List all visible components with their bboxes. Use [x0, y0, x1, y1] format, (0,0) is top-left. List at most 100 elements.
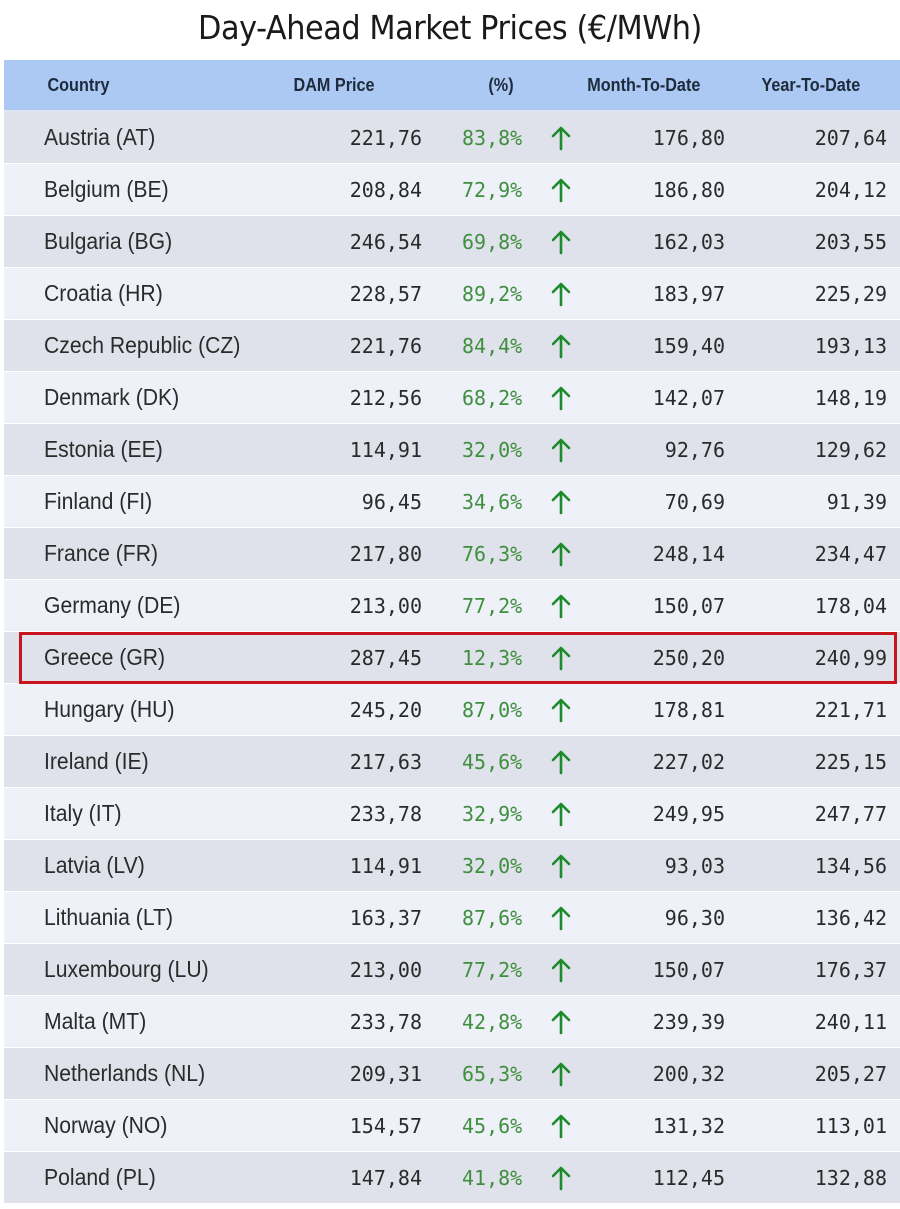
month-to-date: 250,20	[652, 645, 725, 670]
month-to-date: 227,02	[652, 749, 725, 774]
up-arrow-icon	[550, 749, 572, 775]
up-arrow-icon	[550, 1165, 572, 1191]
up-arrow-icon	[550, 1061, 572, 1087]
country-name: Hungary (HU)	[44, 696, 175, 722]
table-row: Italy (IT) 233,78 32,9% 249,95 247,77	[4, 788, 900, 840]
year-to-date: 204,12	[814, 177, 887, 202]
header-month-to-date[interactable]: Month-To-Date	[587, 74, 701, 95]
country-name: Germany (DE)	[44, 592, 181, 618]
percent-change: 77,2%	[462, 957, 523, 982]
year-to-date: 129,62	[814, 437, 887, 462]
country-name: Italy (IT)	[44, 800, 122, 826]
month-to-date: 159,40	[652, 333, 725, 358]
header-country[interactable]: Country	[47, 74, 110, 95]
up-arrow-icon	[550, 437, 572, 463]
up-arrow-icon	[550, 801, 572, 827]
up-arrow-icon	[550, 177, 572, 203]
table-row: Greece (GR) 287,45 12,3% 250,20 240,99	[4, 632, 900, 684]
percent-change: 76,3%	[462, 541, 523, 566]
month-to-date: 142,07	[652, 385, 725, 410]
percent-change: 87,0%	[462, 697, 523, 722]
country-name: Estonia (EE)	[44, 436, 163, 462]
table-row: Netherlands (NL) 209,31 65,3% 200,32 205…	[4, 1048, 900, 1100]
table-row: Finland (FI) 96,45 34,6% 70,69 91,39	[4, 476, 900, 528]
year-to-date: 91,39	[826, 489, 887, 514]
country-name: Belgium (BE)	[44, 176, 169, 202]
up-arrow-icon	[550, 1113, 572, 1139]
country-name: Czech Republic (CZ)	[44, 332, 241, 358]
month-to-date: 248,14	[652, 541, 725, 566]
table-row: Bulgaria (BG) 246,54 69,8% 162,03 203,55	[4, 216, 900, 268]
year-to-date: 221,71	[814, 697, 887, 722]
year-to-date: 136,42	[814, 905, 887, 930]
header-percent[interactable]: (%)	[488, 74, 514, 95]
percent-change: 84,4%	[462, 333, 523, 358]
dam-price: 208,84	[349, 177, 422, 202]
month-to-date: 183,97	[652, 281, 725, 306]
country-name: Latvia (LV)	[44, 852, 145, 878]
dam-price: 213,00	[349, 593, 422, 618]
country-name: Austria (AT)	[44, 124, 156, 150]
percent-change: 34,6%	[462, 489, 523, 514]
month-to-date: 92,76	[664, 437, 725, 462]
dam-price: 154,57	[349, 1113, 422, 1138]
year-to-date: 225,15	[814, 749, 887, 774]
header-dam-price[interactable]: DAM Price	[293, 74, 375, 95]
up-arrow-icon	[550, 385, 572, 411]
prices-table: Country DAM Price (%) Month-To-Date Year…	[4, 60, 900, 1204]
year-to-date: 207,64	[814, 125, 887, 150]
country-name: Netherlands (NL)	[44, 1060, 206, 1086]
year-to-date: 176,37	[814, 957, 887, 982]
table-row: Latvia (LV) 114,91 32,0% 93,03 134,56	[4, 840, 900, 892]
month-to-date: 162,03	[652, 229, 725, 254]
up-arrow-icon	[550, 593, 572, 619]
up-arrow-icon	[550, 125, 572, 151]
month-to-date: 178,81	[652, 697, 725, 722]
percent-change: 77,2%	[462, 593, 523, 618]
table-row: Ireland (IE) 217,63 45,6% 227,02 225,15	[4, 736, 900, 788]
year-to-date: 134,56	[814, 853, 887, 878]
table-row: Germany (DE) 213,00 77,2% 150,07 178,04	[4, 580, 900, 632]
up-arrow-icon	[550, 853, 572, 879]
up-arrow-icon	[550, 957, 572, 983]
country-name: Greece (GR)	[44, 644, 166, 670]
table-row: Poland (PL) 147,84 41,8% 112,45 132,88	[4, 1152, 900, 1204]
month-to-date: 93,03	[664, 853, 725, 878]
month-to-date: 186,80	[652, 177, 725, 202]
table-row: Luxembourg (LU) 213,00 77,2% 150,07 176,…	[4, 944, 900, 996]
country-name: Lithuania (LT)	[44, 904, 173, 930]
month-to-date: 239,39	[652, 1009, 725, 1034]
percent-change: 32,0%	[462, 853, 523, 878]
country-name: Luxembourg (LU)	[44, 956, 209, 982]
percent-change: 42,8%	[462, 1009, 523, 1034]
dam-price: 96,45	[361, 489, 422, 514]
up-arrow-icon	[550, 281, 572, 307]
header-year-to-date[interactable]: Year-To-Date	[761, 74, 861, 95]
up-arrow-icon	[550, 333, 572, 359]
up-arrow-icon	[550, 645, 572, 671]
percent-change: 68,2%	[462, 385, 523, 410]
percent-change: 32,0%	[462, 437, 523, 462]
dam-price: 246,54	[349, 229, 422, 254]
dam-price: 245,20	[349, 697, 422, 722]
table-row: Austria (AT) 221,76 83,8% 176,80 207,64	[4, 112, 900, 164]
dam-price: 209,31	[349, 1061, 422, 1086]
year-to-date: 113,01	[814, 1113, 887, 1138]
year-to-date: 203,55	[814, 229, 887, 254]
table-row: Czech Republic (CZ) 221,76 84,4% 159,40 …	[4, 320, 900, 372]
percent-change: 89,2%	[462, 281, 523, 306]
percent-change: 32,9%	[462, 801, 523, 826]
month-to-date: 150,07	[652, 957, 725, 982]
up-arrow-icon	[550, 697, 572, 723]
table-row: Denmark (DK) 212,56 68,2% 142,07 148,19	[4, 372, 900, 424]
table-row: Malta (MT) 233,78 42,8% 239,39 240,11	[4, 996, 900, 1048]
up-arrow-icon	[550, 541, 572, 567]
year-to-date: 193,13	[814, 333, 887, 358]
month-to-date: 200,32	[652, 1061, 725, 1086]
year-to-date: 132,88	[814, 1165, 887, 1190]
dam-price: 233,78	[349, 801, 422, 826]
dam-price: 114,91	[349, 437, 422, 462]
dam-price: 163,37	[349, 905, 422, 930]
country-name: Bulgaria (BG)	[44, 228, 173, 254]
dam-price: 114,91	[349, 853, 422, 878]
